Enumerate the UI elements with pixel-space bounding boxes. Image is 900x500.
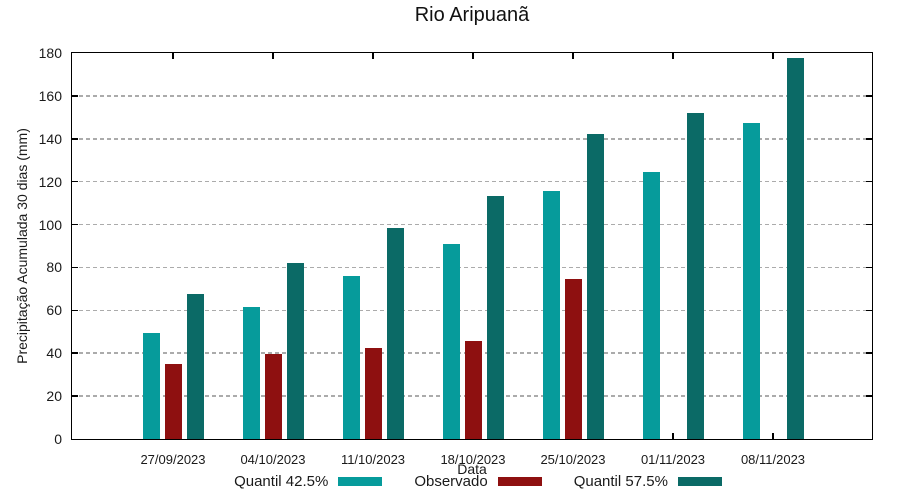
y-tick-label-140: 140 (38, 130, 62, 147)
x-tick-label-11-10-2023: 11/10/2023 (340, 452, 406, 467)
x-axis-title: Data (457, 461, 487, 477)
gridline-160 (72, 95, 872, 97)
y-tick-label-20: 20 (46, 388, 62, 405)
x-tick-bottom-08-11-2023 (772, 433, 774, 439)
bar-observado-27-09-2023 (164, 363, 182, 439)
bar-quantil-57-5-11-10-2023 (386, 227, 404, 439)
gridline-120 (72, 180, 872, 183)
legend-swatch-observado (497, 477, 542, 486)
x-tick-top-01-11-2023 (672, 53, 674, 59)
x-tick-top-25-10-2023 (572, 53, 574, 59)
gridline-80 (72, 266, 872, 269)
bar-quantil-57-5-08-11-2023 (786, 58, 804, 439)
y-tick-left-120 (72, 180, 78, 183)
y-tick-label-0: 0 (54, 431, 62, 447)
y-tick-left-140 (72, 138, 78, 140)
x-tick-top-08-11-2023 (772, 53, 774, 59)
bar-observado-04-10-2023 (264, 354, 282, 439)
x-tick-label-01-11-2023: 01/11/2023 (640, 452, 706, 467)
bar-quantil-57-5-27-09-2023 (186, 294, 204, 439)
bar-quantil-42-5-18-10-2023 (442, 243, 460, 439)
y-tick-left-20 (72, 395, 78, 397)
y-tick-right-20 (866, 395, 872, 397)
gridline-140 (72, 138, 872, 140)
x-tick-label-25-10-2023: 25/10/2023 (540, 452, 606, 467)
y-tick-left-80 (72, 266, 78, 269)
y-tick-label-180: 180 (38, 45, 62, 61)
bar-observado-11-10-2023 (364, 347, 382, 439)
legend: Quantil 42.5% Observado Quantil 57.5% (72, 473, 884, 490)
y-axis-title: Precipitação Acumulada 30 dias (mm) (14, 128, 30, 364)
legend-label-quantil-42-5: Quantil 42.5% (234, 473, 329, 490)
y-tick-right-120 (866, 180, 872, 183)
x-tick-top-11-10-2023 (372, 53, 374, 59)
gridline-60 (72, 309, 872, 312)
legend-item-observado: Observado (414, 473, 542, 490)
bar-quantil-42-5-08-11-2023 (742, 122, 760, 439)
y-tick-right-140 (866, 138, 872, 140)
bar-observado-18-10-2023 (464, 341, 482, 439)
y-tick-right-40 (866, 352, 872, 354)
legend-swatch-quantil-42-5 (338, 477, 383, 486)
bar-quantil-42-5-27-09-2023 (142, 332, 160, 439)
bar-quantil-57-5-04-10-2023 (286, 263, 304, 439)
gridline-100 (72, 223, 872, 226)
x-tick-top-27-09-2023 (172, 53, 174, 59)
x-tick-label-18-10-2023: 18/10/2023 (440, 452, 506, 467)
y-tick-left-40 (72, 352, 78, 354)
y-tick-left-60 (72, 309, 78, 312)
y-tick-label-120: 120 (38, 173, 62, 190)
y-tick-label-80: 80 (46, 259, 62, 276)
legend-label-observado: Observado (414, 473, 488, 490)
y-tick-right-100 (866, 223, 872, 226)
x-tick-top-04-10-2023 (272, 53, 274, 59)
bar-quantil-42-5-11-10-2023 (342, 276, 360, 439)
legend-item-quantil-57-5: Quantil 57.5% (574, 473, 722, 490)
y-tick-right-80 (866, 266, 872, 269)
x-tick-bottom-01-11-2023 (672, 433, 674, 439)
x-tick-label-27-09-2023: 27/09/2023 (140, 452, 206, 467)
x-tick-label-08-11-2023: 08/11/2023 (740, 452, 806, 467)
y-tick-label-100: 100 (38, 216, 62, 233)
x-tick-label-04-10-2023: 04/10/2023 (240, 452, 306, 467)
bar-quantil-57-5-25-10-2023 (586, 134, 604, 439)
y-tick-left-160 (72, 95, 78, 97)
y-tick-left-100 (72, 223, 78, 226)
y-tick-right-160 (866, 95, 872, 97)
x-tick-top-18-10-2023 (472, 53, 474, 59)
legend-label-quantil-57-5: Quantil 57.5% (573, 473, 668, 490)
chart-title: Rio Aripuanã (414, 4, 530, 26)
y-tick-right-60 (866, 309, 872, 312)
y-tick-label-40: 40 (46, 345, 62, 362)
plot-area (71, 52, 873, 440)
y-tick-label-60: 60 (46, 302, 62, 319)
bar-quantil-57-5-01-11-2023 (686, 113, 704, 439)
bar-observado-25-10-2023 (564, 279, 582, 439)
bar-quantil-42-5-01-11-2023 (642, 172, 660, 439)
y-tick-label-160: 160 (38, 87, 62, 104)
bar-quantil-42-5-04-10-2023 (242, 307, 260, 439)
legend-swatch-quantil-57-5 (677, 477, 722, 486)
bar-quantil-57-5-18-10-2023 (486, 195, 504, 439)
bar-quantil-42-5-25-10-2023 (542, 191, 560, 439)
legend-item-quantil-42-5: Quantil 42.5% (234, 473, 383, 490)
